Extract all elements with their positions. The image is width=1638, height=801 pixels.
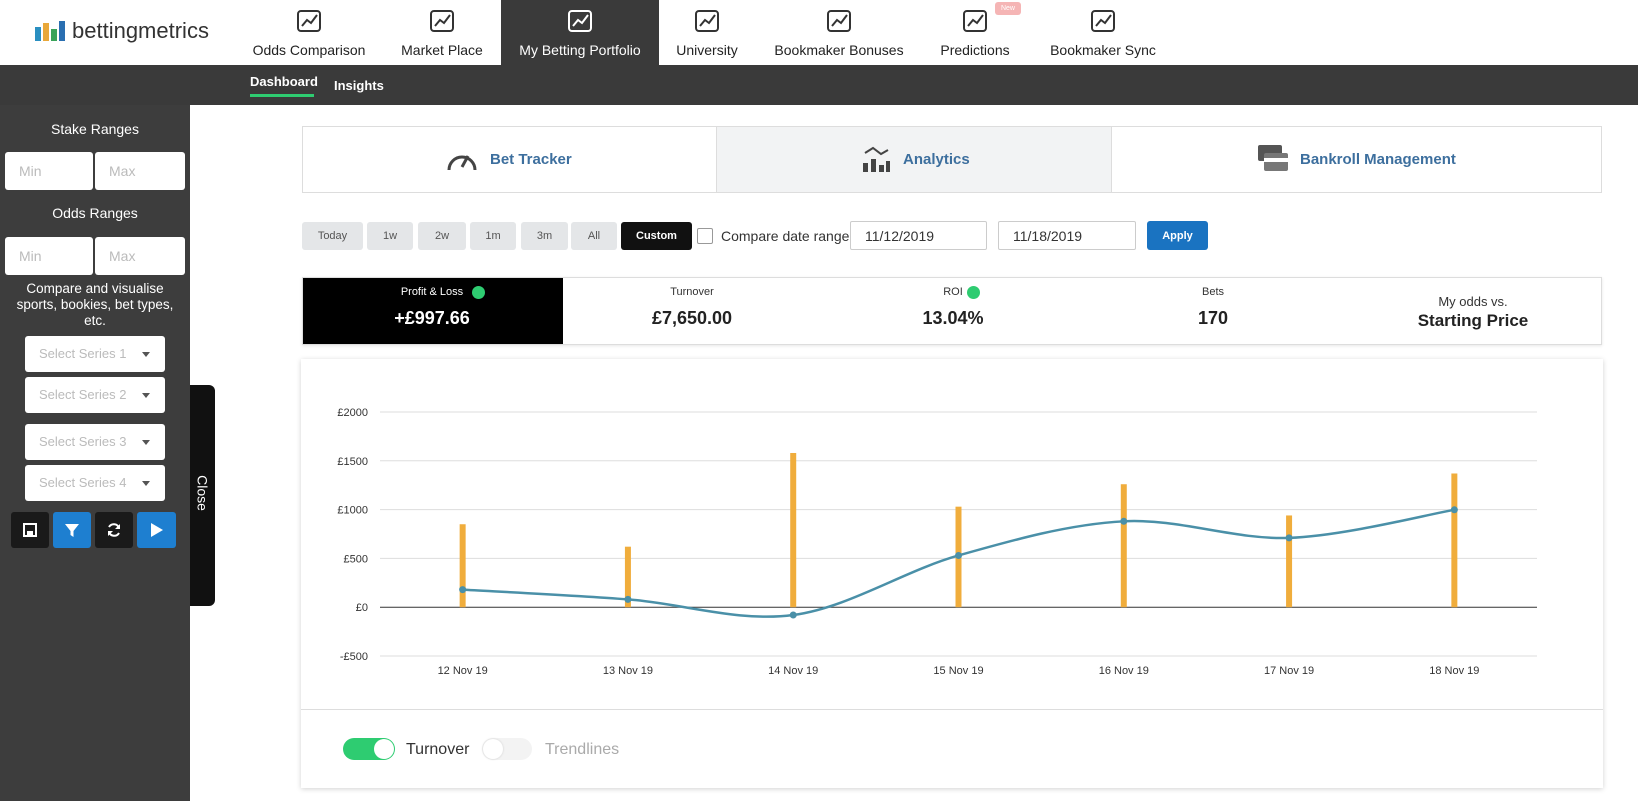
stake-title: Stake Ranges bbox=[51, 121, 139, 137]
range-button[interactable]: Custom bbox=[621, 222, 692, 250]
sidebar: Stake Ranges Min Max Odds Ranges Min Max… bbox=[0, 105, 190, 801]
select-label[interactable]: Select Series 3 bbox=[39, 434, 127, 449]
nav-item[interactable]: Bookmaker Bonuses bbox=[774, 42, 904, 58]
range-button[interactable]: 1m bbox=[470, 222, 516, 250]
odds-title: Odds Ranges bbox=[52, 205, 138, 221]
stat-label: ROI bbox=[943, 286, 963, 298]
range-button[interactable]: All bbox=[571, 222, 617, 250]
brand: bettingmetrics bbox=[72, 18, 209, 43]
caret bbox=[142, 352, 150, 357]
tab-label[interactable]: Analytics bbox=[903, 151, 970, 168]
nav-item[interactable]: Bookmaker Sync bbox=[1050, 42, 1156, 58]
stat-label: Profit & Loss bbox=[400, 286, 464, 298]
nav-icon bbox=[695, 10, 719, 32]
stat-value: Starting Price bbox=[1417, 311, 1529, 330]
toggle-label[interactable]: Trendlines bbox=[545, 741, 620, 758]
stat-value: +£997.66 bbox=[394, 308, 470, 328]
subnav-item[interactable]: Dashboard bbox=[250, 74, 318, 89]
new-badge: New bbox=[995, 2, 1021, 15]
close-tab[interactable]: Close bbox=[190, 385, 215, 606]
select-label[interactable]: Select Series 1 bbox=[39, 346, 127, 361]
nav-icon bbox=[963, 10, 987, 32]
nav-icon bbox=[1091, 10, 1115, 32]
caret bbox=[142, 481, 150, 486]
subnav-item[interactable]: Insights bbox=[334, 78, 384, 93]
logo-icon bbox=[35, 21, 65, 41]
stake-min[interactable]: Min bbox=[5, 152, 93, 190]
tab-box: Bet Tracker Analytics Bankroll Managemen… bbox=[302, 126, 1602, 193]
up-indicator bbox=[966, 286, 980, 299]
nav-icon bbox=[430, 10, 454, 32]
series-select[interactable]: Select Series 1 bbox=[25, 336, 165, 372]
stat-value: 13.04% bbox=[922, 308, 984, 328]
stat-label: My odds vs. bbox=[1438, 294, 1508, 309]
badge-text: New bbox=[1000, 5, 1015, 12]
stat-label: Bets bbox=[1201, 286, 1224, 298]
apply-button[interactable]: Apply bbox=[1147, 221, 1208, 250]
nav-icon bbox=[568, 10, 592, 32]
separator bbox=[301, 709, 1603, 710]
nav-item[interactable]: University bbox=[676, 42, 738, 58]
tab-label[interactable]: Bet Tracker bbox=[490, 151, 572, 168]
range-button[interactable]: 1w bbox=[367, 222, 413, 250]
odds-max[interactable]: Max bbox=[95, 237, 185, 275]
tab-label[interactable]: Bankroll Management bbox=[1300, 151, 1456, 168]
series-select[interactable]: Select Series 3 bbox=[25, 424, 165, 460]
odds-min[interactable]: Min bbox=[5, 237, 93, 275]
stat-value: 170 bbox=[1197, 308, 1229, 328]
date-from[interactable]: 11/12/2019 bbox=[850, 221, 987, 250]
date-to[interactable]: 11/18/2019 bbox=[998, 221, 1136, 250]
caret bbox=[142, 393, 150, 398]
trendlines-toggle[interactable] bbox=[482, 738, 532, 760]
nav-icon bbox=[827, 10, 851, 32]
range-button[interactable]: 2w bbox=[418, 222, 466, 250]
compare-text: Compare and visualise sports, bookies, b… bbox=[16, 281, 174, 328]
active-tab bbox=[716, 127, 1112, 192]
nav-item[interactable]: My Betting Portfolio bbox=[519, 42, 641, 58]
save-button[interactable] bbox=[11, 512, 49, 548]
bankroll-icon bbox=[1258, 145, 1288, 171]
filter-button[interactable] bbox=[53, 512, 91, 548]
nav-item[interactable]: Predictions bbox=[940, 42, 1010, 58]
gauge-icon bbox=[447, 155, 477, 171]
series-select[interactable]: Select Series 2 bbox=[25, 377, 165, 413]
range-button[interactable]: Today bbox=[302, 222, 363, 250]
caret bbox=[142, 440, 150, 445]
nav-icon bbox=[297, 10, 321, 32]
stats-bar: Profit & Loss +£997.66 Turnover £7,650.00 RO… bbox=[302, 277, 1602, 345]
select-label[interactable]: Select Series 2 bbox=[39, 387, 127, 402]
stat-label: Turnover bbox=[670, 286, 714, 298]
active-stat bbox=[303, 278, 563, 344]
play-button[interactable] bbox=[137, 512, 176, 548]
compare-label: Compare date range bbox=[721, 228, 850, 244]
select-label[interactable]: Select Series 4 bbox=[39, 475, 127, 490]
top-nav: bettingmetrics New Odds Comparison Market… bbox=[0, 0, 1638, 65]
sub-nav: Dashboard Insights bbox=[0, 65, 1638, 105]
stat-value: £7,650.00 bbox=[651, 308, 733, 328]
stake-max[interactable]: Max bbox=[95, 152, 185, 190]
compare-checkbox[interactable] bbox=[697, 228, 713, 244]
turnover-toggle[interactable] bbox=[343, 738, 395, 760]
range-button[interactable]: 3m bbox=[521, 222, 568, 250]
up-indicator bbox=[472, 286, 486, 299]
nav-item[interactable]: Market Place bbox=[401, 42, 483, 58]
series-select[interactable]: Select Series 4 bbox=[25, 465, 165, 501]
active-underline bbox=[250, 94, 314, 97]
close-label[interactable]: Close bbox=[194, 475, 211, 511]
analytics-icon bbox=[863, 146, 890, 172]
toggle-label[interactable]: Turnover bbox=[406, 741, 470, 758]
chart-card: Turnover Trendlines bbox=[301, 359, 1603, 788]
nav-item[interactable]: Odds Comparison bbox=[252, 42, 366, 58]
refresh-button[interactable] bbox=[95, 512, 133, 548]
